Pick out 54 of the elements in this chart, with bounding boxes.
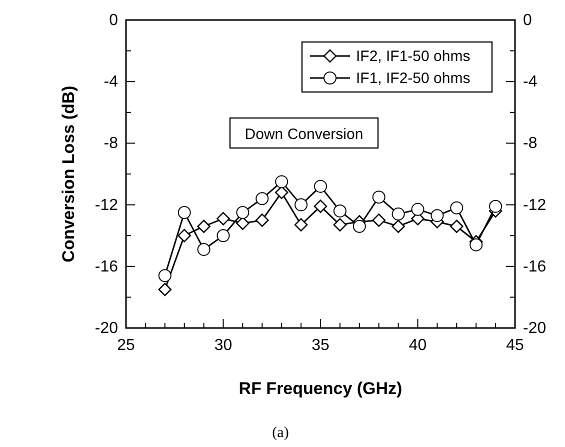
point — [372, 214, 386, 227]
point — [158, 269, 172, 282]
y-tick-label: -4 — [104, 74, 118, 91]
legend-label: IF2, IF1-50 ohms — [356, 48, 470, 65]
y2-tick-label: -20 — [523, 320, 546, 337]
point — [372, 190, 386, 204]
point — [450, 201, 464, 214]
point — [352, 220, 366, 233]
point — [216, 212, 230, 226]
point — [411, 202, 424, 216]
point — [470, 238, 483, 252]
point — [158, 282, 172, 296]
y2-tick-label: -12 — [523, 196, 546, 214]
point — [392, 220, 405, 234]
point — [274, 186, 288, 200]
point — [333, 218, 347, 232]
point — [294, 198, 308, 212]
point — [430, 209, 444, 222]
y-tick-label: -12 — [94, 196, 118, 214]
annotation: Down Conversion — [244, 126, 364, 143]
point — [216, 229, 230, 242]
point — [236, 216, 250, 230]
y-tick-label: -16 — [94, 258, 118, 276]
x-tick-label: 30 — [214, 337, 232, 354]
x-tick-label: 25 — [117, 337, 135, 354]
x-axis-title: RF Frequency (GHz) — [238, 379, 402, 398]
y2-tick-label: 0 — [523, 12, 532, 29]
y-axis-title: Conversion Loss (dB) — [59, 86, 78, 262]
y2-tick-label: -8 — [523, 135, 538, 152]
y-tick-label: 0 — [109, 12, 118, 29]
legend-label: IF1, IF2-50 ohms — [356, 70, 470, 87]
text: (a) — [272, 425, 289, 441]
point — [489, 200, 502, 213]
y2-tick-label: -16 — [523, 258, 546, 276]
point — [294, 218, 308, 232]
x-tick-label: 40 — [408, 337, 427, 354]
y-tick-label: -20 — [94, 320, 118, 337]
point — [275, 175, 288, 188]
point — [314, 200, 328, 213]
point — [236, 206, 250, 219]
point — [178, 228, 191, 242]
point — [197, 242, 210, 256]
x-tick-label: 35 — [312, 337, 330, 354]
y-tick-label: -8 — [104, 135, 118, 152]
point — [255, 214, 269, 227]
point — [178, 206, 191, 219]
x-tick-label: 45 — [506, 337, 524, 354]
point — [450, 220, 464, 234]
point — [197, 220, 210, 234]
point — [314, 180, 327, 193]
y2-tick-label: -4 — [523, 74, 538, 91]
point — [256, 192, 269, 206]
point — [392, 208, 405, 221]
point — [333, 204, 346, 218]
